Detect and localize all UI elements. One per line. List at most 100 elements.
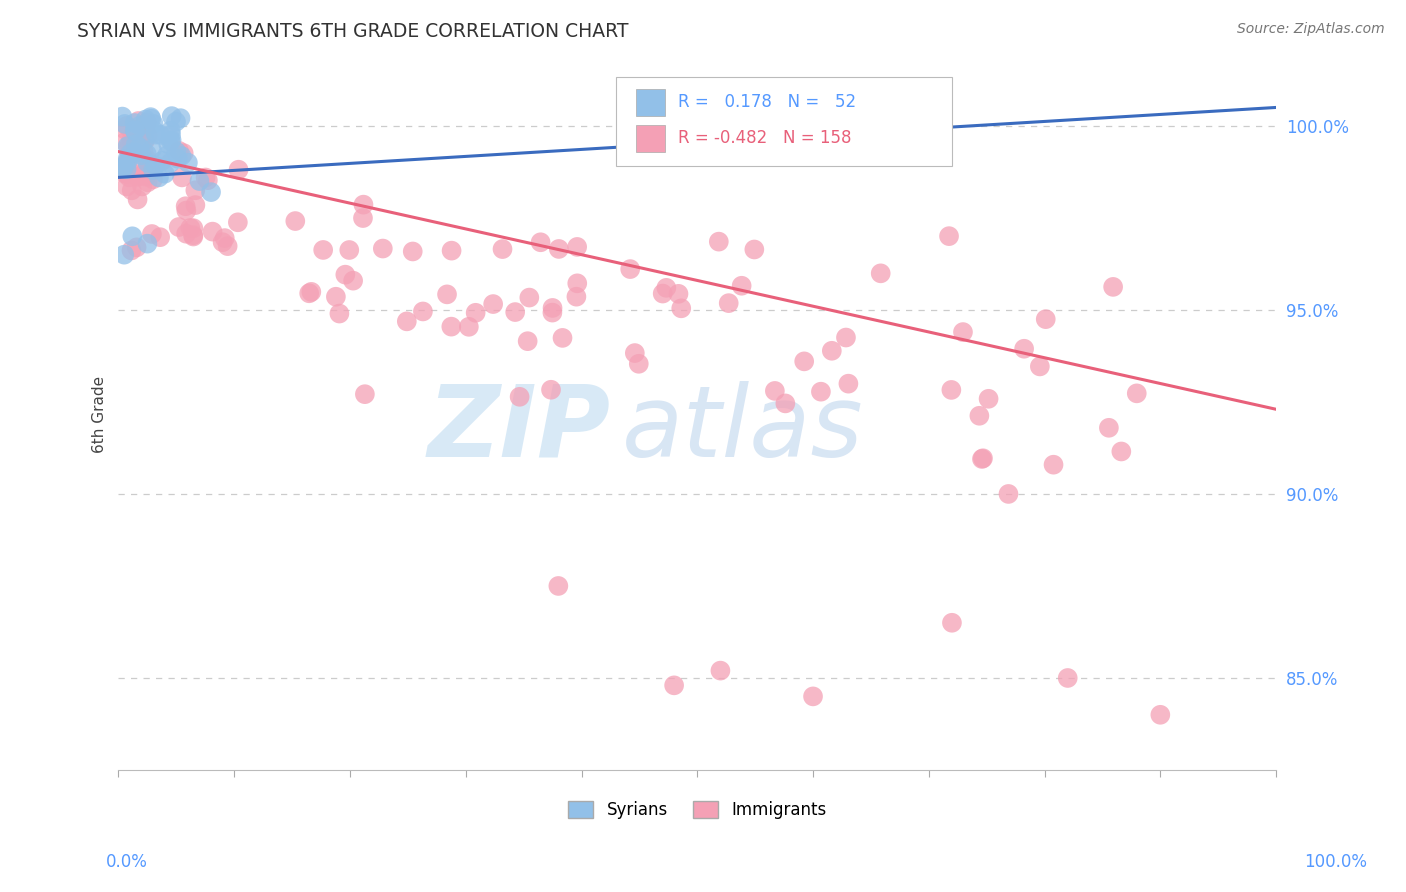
Point xyxy=(952,325,974,339)
Point xyxy=(125,240,148,254)
Point xyxy=(128,140,150,154)
Point xyxy=(111,161,134,175)
Text: ZIP: ZIP xyxy=(427,381,610,477)
Point xyxy=(763,384,786,398)
Text: atlas: atlas xyxy=(621,381,863,477)
Point xyxy=(166,152,188,166)
Point xyxy=(135,163,157,178)
Point xyxy=(668,286,690,301)
Point xyxy=(114,122,136,136)
Point xyxy=(124,116,146,130)
Point xyxy=(619,262,641,277)
Point xyxy=(969,409,991,423)
Point xyxy=(509,390,531,404)
Point xyxy=(117,154,139,169)
Point xyxy=(941,383,963,397)
Text: 0.0%: 0.0% xyxy=(105,853,148,871)
Point xyxy=(112,248,135,262)
Point xyxy=(131,179,153,194)
Point xyxy=(142,163,165,178)
Point xyxy=(148,170,170,185)
Point xyxy=(112,161,135,175)
Point xyxy=(540,383,562,397)
Point xyxy=(117,139,139,153)
Point xyxy=(529,235,551,250)
Point xyxy=(938,229,960,244)
Point xyxy=(335,268,357,282)
Point xyxy=(624,346,647,360)
Point xyxy=(298,286,321,301)
Point xyxy=(1149,707,1171,722)
Point xyxy=(117,152,139,166)
Point xyxy=(136,128,159,143)
Point xyxy=(226,215,249,229)
Point xyxy=(517,291,540,305)
Y-axis label: 6th Grade: 6th Grade xyxy=(93,376,107,453)
Point xyxy=(127,193,149,207)
Point xyxy=(1126,386,1149,401)
Point xyxy=(707,235,730,249)
Legend: Syrians, Immigrants: Syrians, Immigrants xyxy=(561,794,832,826)
Point xyxy=(160,133,183,147)
Point xyxy=(837,376,859,391)
Point xyxy=(124,123,146,137)
Point xyxy=(651,286,673,301)
Point xyxy=(201,225,224,239)
Point xyxy=(174,199,197,213)
Point xyxy=(177,155,200,169)
Point xyxy=(869,266,891,280)
Point xyxy=(136,115,159,129)
Point xyxy=(1102,280,1125,294)
Point xyxy=(184,183,207,197)
Point xyxy=(153,167,176,181)
Point xyxy=(170,149,193,163)
Point xyxy=(149,128,172,142)
Point xyxy=(135,169,157,184)
Point xyxy=(118,136,141,151)
Point xyxy=(136,155,159,169)
Point xyxy=(141,142,163,156)
Point xyxy=(132,157,155,171)
Point xyxy=(121,229,143,244)
Point xyxy=(997,487,1019,501)
Point xyxy=(127,140,149,154)
Point xyxy=(181,228,204,243)
Point xyxy=(810,384,832,399)
Text: Source: ZipAtlas.com: Source: ZipAtlas.com xyxy=(1237,22,1385,37)
Point xyxy=(793,354,815,368)
FancyBboxPatch shape xyxy=(636,89,665,117)
Point xyxy=(395,314,418,328)
Point xyxy=(775,396,797,410)
Point xyxy=(173,146,195,161)
Point xyxy=(125,168,148,182)
Point xyxy=(121,183,143,197)
Point xyxy=(125,137,148,152)
Point xyxy=(160,109,183,123)
Point xyxy=(159,134,181,148)
Point xyxy=(353,197,375,211)
Point xyxy=(125,128,148,142)
Point xyxy=(547,579,569,593)
Point xyxy=(127,169,149,184)
Point xyxy=(128,129,150,144)
Point xyxy=(197,173,219,187)
Point xyxy=(111,110,134,124)
Point xyxy=(176,203,198,218)
Point xyxy=(120,133,142,147)
Point xyxy=(120,244,142,258)
Point xyxy=(1042,458,1064,472)
Point xyxy=(662,678,685,692)
Point xyxy=(440,244,463,258)
Point xyxy=(142,172,165,186)
Point xyxy=(972,451,994,466)
Point xyxy=(122,140,145,154)
Point xyxy=(730,278,752,293)
Text: R = -0.482   N = 158: R = -0.482 N = 158 xyxy=(678,128,851,146)
Point xyxy=(169,111,191,125)
Point xyxy=(464,306,486,320)
Point xyxy=(143,125,166,139)
Point xyxy=(325,290,347,304)
Point xyxy=(547,242,569,256)
Point xyxy=(402,244,425,259)
Point xyxy=(1029,359,1052,374)
